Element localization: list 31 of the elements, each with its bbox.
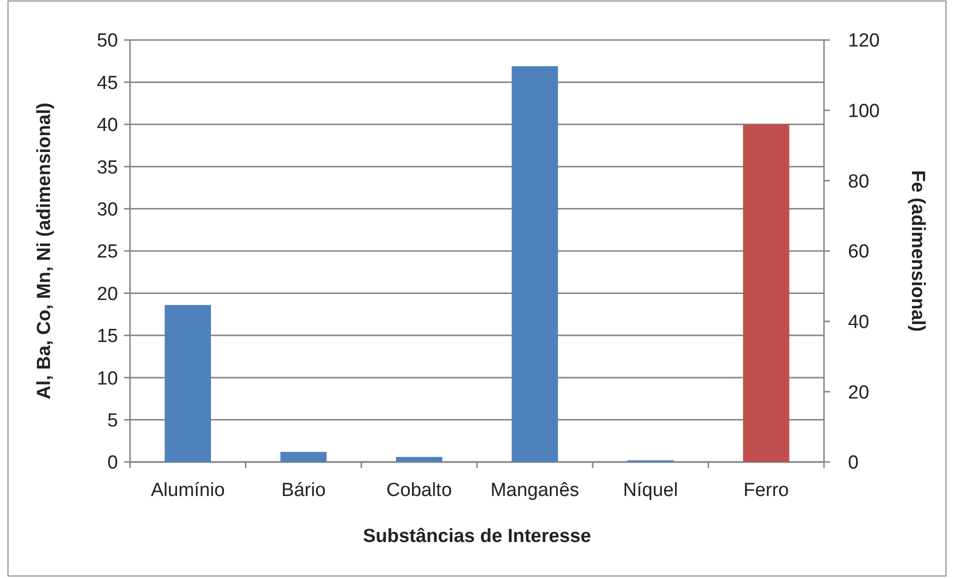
y-tick-label: 5: [107, 410, 118, 432]
x-tick-label: Manganês: [490, 480, 580, 501]
y2-axis-title: Fe (adimensional): [907, 170, 928, 332]
y-tick-label: 25: [96, 242, 118, 263]
bar: [280, 452, 327, 462]
bar: [512, 66, 558, 462]
y-tick-label: 50: [96, 30, 118, 52]
x-tick-label: Cobalto: [386, 480, 452, 501]
x-tick-label: Níquel: [623, 480, 678, 501]
bar: [164, 305, 211, 462]
y-tick-label: 15: [96, 326, 118, 348]
y-tick-label: 20: [96, 284, 118, 305]
bar: [396, 456, 442, 462]
y-tick-label: 0: [107, 452, 118, 474]
y-tick-label: 10: [96, 368, 118, 390]
x-axis-title: Substâncias de Interesse: [362, 526, 592, 547]
y2-tick-label: 40: [848, 312, 870, 333]
x-tick-label: Ferro: [743, 480, 789, 501]
x-tick-label: Alumínio: [150, 480, 225, 501]
y-tick-label: 35: [96, 157, 118, 178]
y2-tick-label: 100: [848, 100, 880, 122]
y2-tick-label: 80: [848, 171, 870, 192]
y2-tick-label: 120: [848, 30, 880, 52]
y2-tick-label: 60: [848, 242, 870, 263]
y2-tick-label: 0: [848, 452, 859, 474]
y-axis-title: Al, Ba, Co, Mn, Ni (adimensional): [34, 102, 55, 400]
y-tick-label: 40: [96, 115, 118, 136]
y-tick-label: 30: [96, 199, 118, 220]
x-tick-label: Bário: [281, 480, 326, 501]
y2-tick-label: 20: [848, 382, 870, 404]
y-tick-label: 45: [96, 72, 118, 94]
